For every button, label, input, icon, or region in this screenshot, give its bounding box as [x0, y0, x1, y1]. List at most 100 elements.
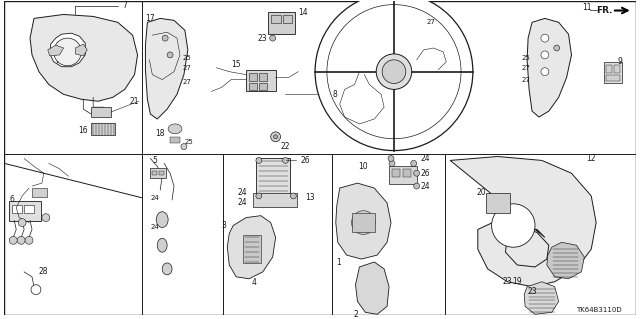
- Circle shape: [10, 236, 17, 244]
- Text: 12: 12: [586, 154, 596, 163]
- Circle shape: [17, 236, 25, 244]
- Text: 18: 18: [156, 129, 165, 138]
- Text: 9: 9: [618, 57, 623, 66]
- Circle shape: [271, 132, 280, 142]
- Bar: [351, 213, 375, 233]
- Bar: [268, 12, 295, 34]
- Ellipse shape: [162, 263, 172, 275]
- Text: 24: 24: [237, 198, 247, 207]
- Circle shape: [25, 236, 33, 244]
- Polygon shape: [30, 14, 138, 101]
- Polygon shape: [336, 183, 391, 259]
- Text: 24: 24: [150, 195, 159, 201]
- Text: 21: 21: [129, 97, 138, 106]
- Text: 23: 23: [527, 287, 537, 296]
- Polygon shape: [145, 19, 188, 119]
- Bar: [392, 169, 400, 177]
- Text: 15: 15: [232, 60, 241, 69]
- Ellipse shape: [157, 238, 167, 252]
- Circle shape: [181, 144, 187, 150]
- Circle shape: [541, 68, 549, 76]
- Text: 26: 26: [420, 169, 430, 178]
- Text: 22: 22: [280, 142, 290, 151]
- Circle shape: [282, 158, 289, 163]
- Text: 2: 2: [353, 310, 358, 319]
- Polygon shape: [227, 216, 276, 279]
- Bar: [256, 159, 291, 198]
- Text: 25: 25: [185, 139, 194, 145]
- Circle shape: [389, 160, 395, 166]
- Circle shape: [413, 183, 420, 189]
- Text: 5: 5: [152, 156, 157, 165]
- Circle shape: [256, 193, 262, 199]
- Bar: [91, 123, 115, 135]
- Text: 28: 28: [39, 267, 49, 276]
- Circle shape: [541, 34, 549, 42]
- Circle shape: [167, 52, 173, 58]
- Polygon shape: [355, 262, 389, 314]
- Circle shape: [31, 285, 41, 294]
- Bar: [271, 15, 280, 23]
- Circle shape: [269, 35, 276, 41]
- Circle shape: [54, 38, 81, 66]
- Text: 3: 3: [221, 221, 227, 230]
- Bar: [614, 65, 620, 73]
- Text: 24: 24: [150, 225, 159, 231]
- Circle shape: [274, 135, 278, 139]
- Circle shape: [315, 0, 473, 151]
- Text: 17: 17: [145, 14, 155, 23]
- Bar: [389, 166, 417, 184]
- Text: 26: 26: [300, 156, 310, 165]
- Bar: [253, 193, 298, 207]
- Polygon shape: [450, 157, 596, 287]
- Polygon shape: [524, 282, 559, 314]
- Circle shape: [492, 204, 535, 247]
- Circle shape: [327, 4, 461, 139]
- Bar: [91, 107, 111, 117]
- Circle shape: [18, 219, 26, 226]
- Bar: [606, 75, 620, 80]
- Circle shape: [541, 51, 549, 59]
- Text: 8: 8: [333, 90, 337, 99]
- Text: 11: 11: [582, 3, 592, 12]
- Bar: [403, 169, 411, 177]
- Bar: [606, 65, 612, 73]
- Polygon shape: [76, 44, 87, 56]
- Ellipse shape: [168, 124, 182, 134]
- Circle shape: [411, 160, 417, 166]
- Bar: [259, 73, 267, 80]
- Text: 25: 25: [522, 55, 530, 61]
- Text: 23: 23: [502, 277, 512, 286]
- Text: 27: 27: [521, 77, 530, 83]
- Text: 24: 24: [420, 154, 430, 163]
- Text: 24: 24: [420, 182, 430, 190]
- Bar: [32, 188, 47, 197]
- Bar: [243, 235, 261, 263]
- Text: FR.: FR.: [596, 6, 612, 15]
- Bar: [12, 205, 22, 213]
- Text: 10: 10: [358, 162, 367, 171]
- Circle shape: [256, 158, 262, 163]
- Text: 16: 16: [79, 126, 88, 135]
- Bar: [486, 193, 510, 213]
- Circle shape: [351, 211, 375, 234]
- Text: 7: 7: [123, 1, 127, 10]
- Bar: [249, 83, 257, 90]
- Circle shape: [376, 54, 412, 89]
- Circle shape: [388, 155, 394, 161]
- Text: 27: 27: [426, 19, 435, 25]
- Text: 14: 14: [298, 8, 308, 17]
- Polygon shape: [48, 45, 63, 56]
- Circle shape: [162, 35, 168, 41]
- Bar: [246, 70, 276, 91]
- Text: TK64B3110D: TK64B3110D: [577, 307, 622, 313]
- Text: 6: 6: [10, 195, 14, 204]
- Bar: [282, 15, 292, 23]
- Text: 23: 23: [257, 33, 267, 43]
- Text: 4: 4: [252, 278, 257, 287]
- Text: 25: 25: [182, 55, 191, 61]
- Text: 19: 19: [513, 277, 522, 286]
- Bar: [150, 168, 166, 178]
- Text: 24: 24: [237, 189, 247, 197]
- Bar: [152, 171, 157, 175]
